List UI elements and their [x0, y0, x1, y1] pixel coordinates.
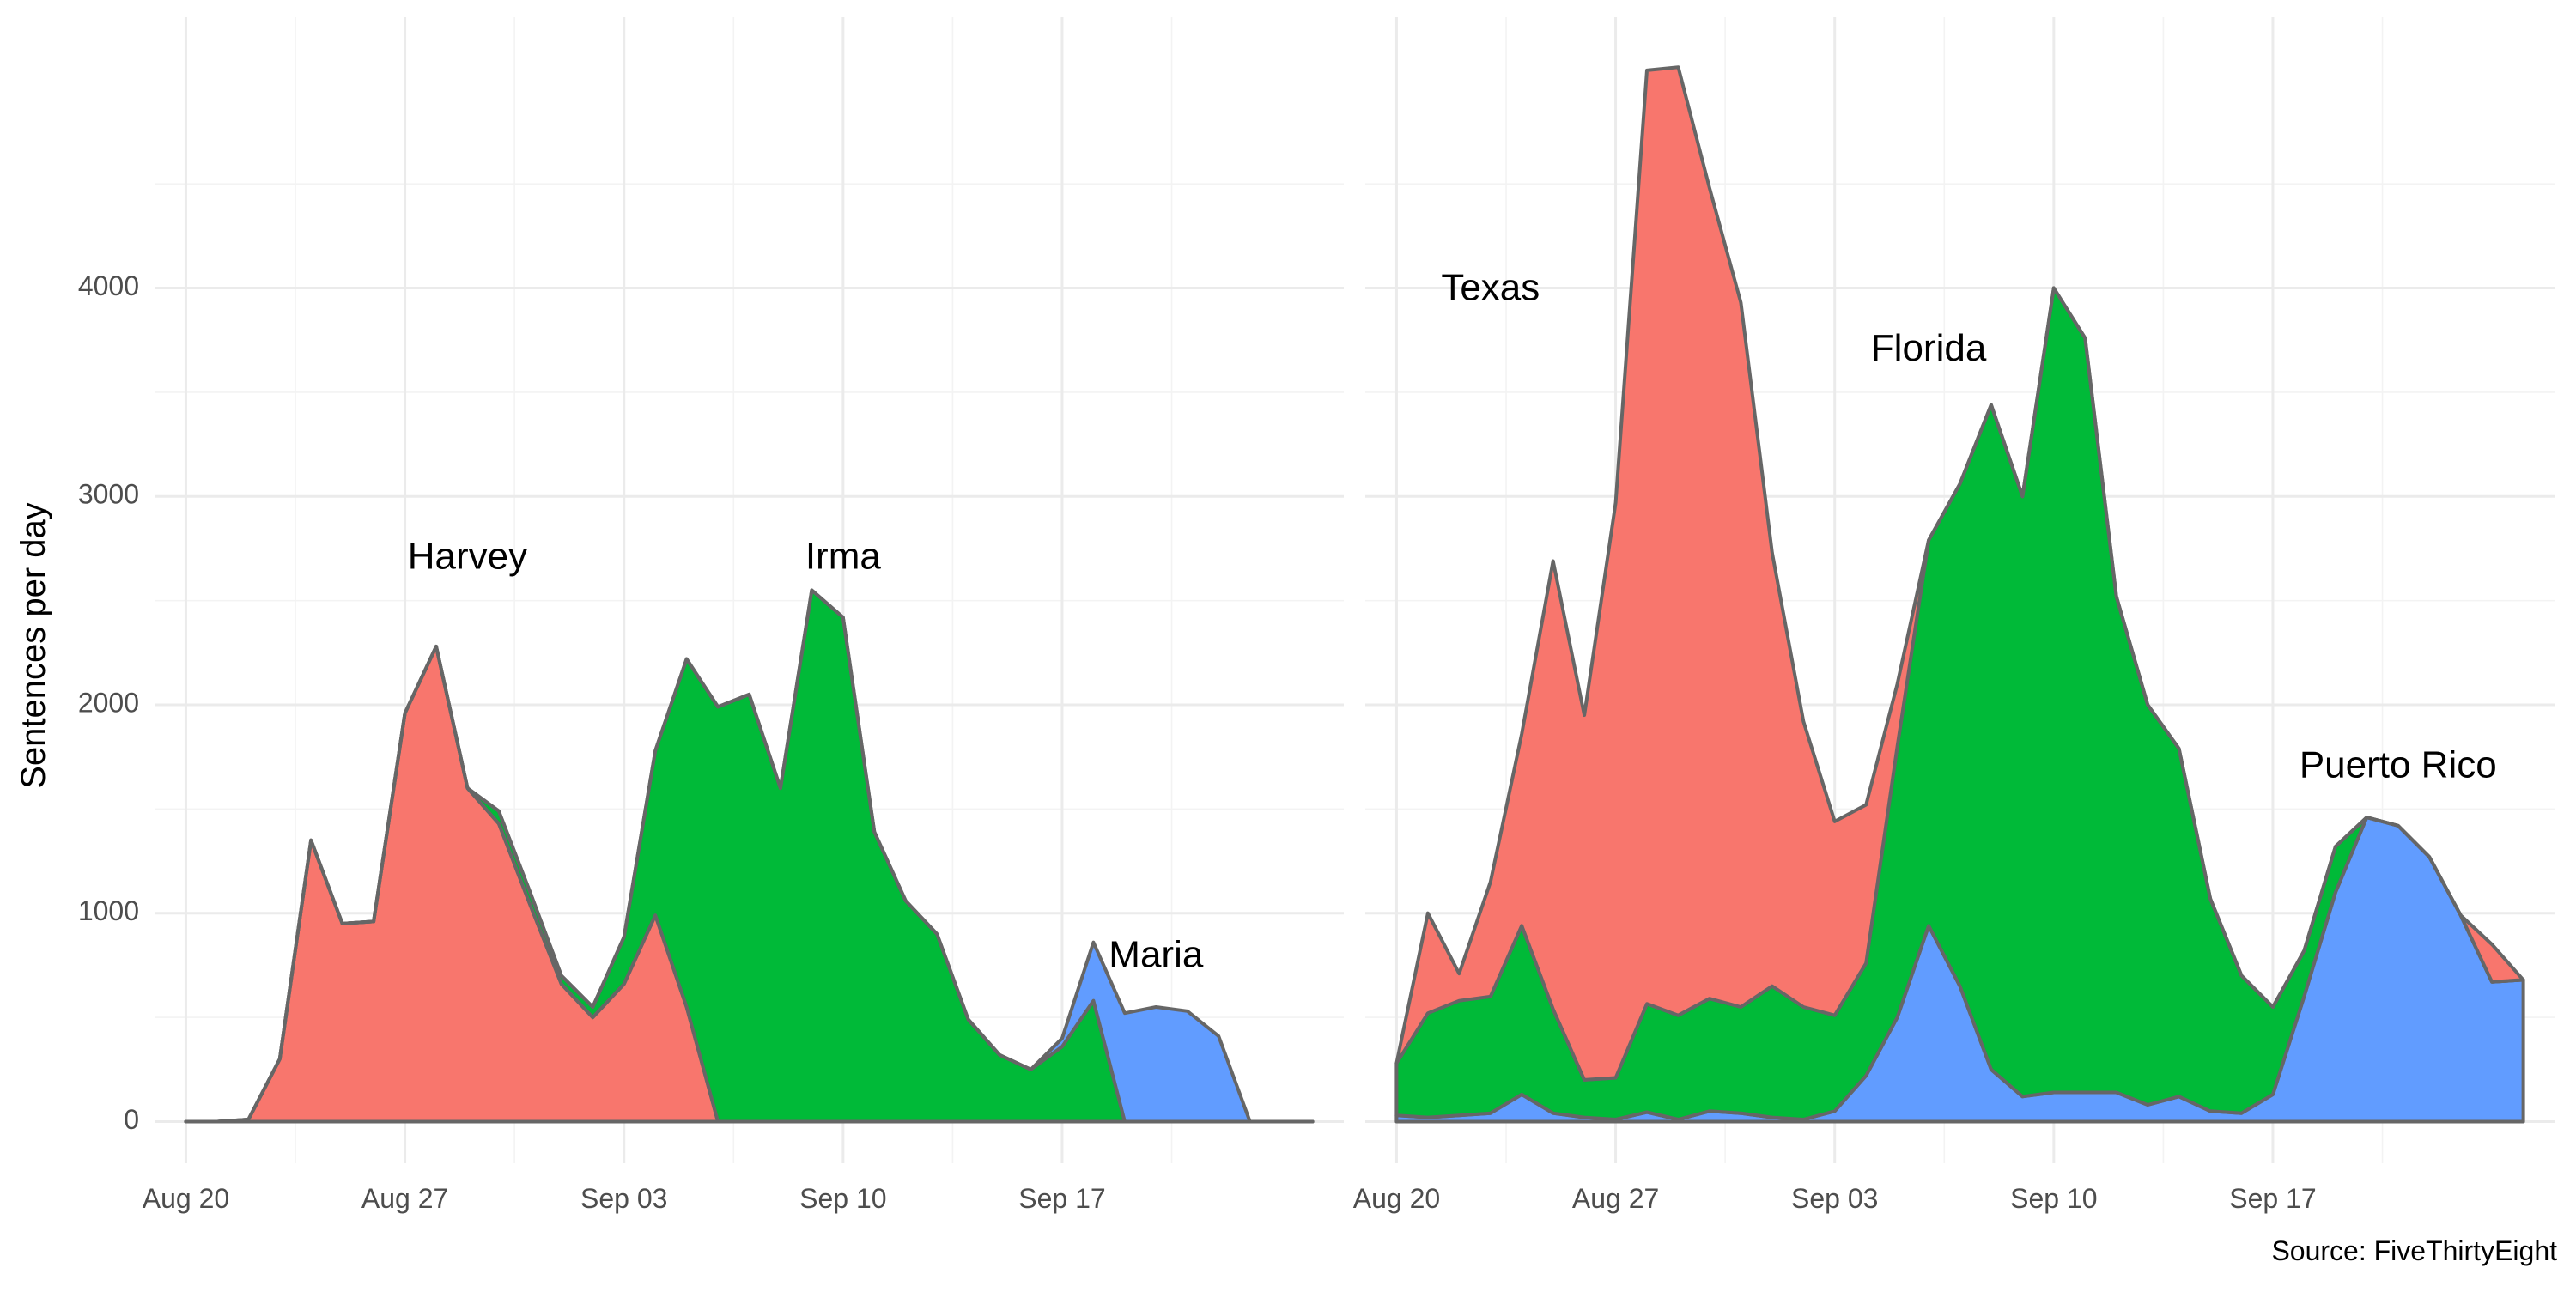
y-tick-label: 1000: [78, 895, 139, 926]
x-tick-label: Aug 27: [1572, 1183, 1659, 1214]
source-caption: Source: FiveThirtyEight: [2271, 1235, 2557, 1266]
panel-2: Texas Florida Puerto Rico Aug 20 Aug 27 Sep 0…: [1353, 17, 2555, 1214]
y-axis-label: Sentences per day: [15, 502, 52, 789]
series-annotation: Irma: [805, 536, 882, 578]
series-annotation: Texas: [1441, 267, 1540, 309]
x-tick-label: Sep 17: [1018, 1183, 1105, 1214]
series-annotation: Puerto Rico: [2300, 743, 2497, 786]
y-tick-label: 3000: [78, 479, 139, 510]
x-tick-label: Sep 17: [2229, 1183, 2316, 1214]
x-tick-label: Aug 20: [1353, 1183, 1440, 1214]
y-tick-label: 0: [124, 1104, 139, 1135]
series-annotation: Maria: [1109, 933, 1204, 975]
series-annotation: Harvey: [408, 536, 527, 578]
x-tick-label: Sep 03: [1791, 1183, 1878, 1214]
series-annotation: Florida: [1871, 327, 1987, 369]
x-tick-label: Aug 27: [361, 1183, 448, 1214]
x-tick-label: Sep 10: [2010, 1183, 2097, 1214]
x-tick-label: Sep 10: [799, 1183, 886, 1214]
panel-1: Harvey Irma Maria Aug 20 Aug 27 Sep 03 Sep 10 S…: [78, 17, 1344, 1214]
y-tick-label: 2000: [78, 687, 139, 718]
x-tick-label: Sep 03: [580, 1183, 667, 1214]
y-tick-label: 4000: [78, 270, 139, 301]
x-tick-label: Aug 20: [143, 1183, 229, 1214]
